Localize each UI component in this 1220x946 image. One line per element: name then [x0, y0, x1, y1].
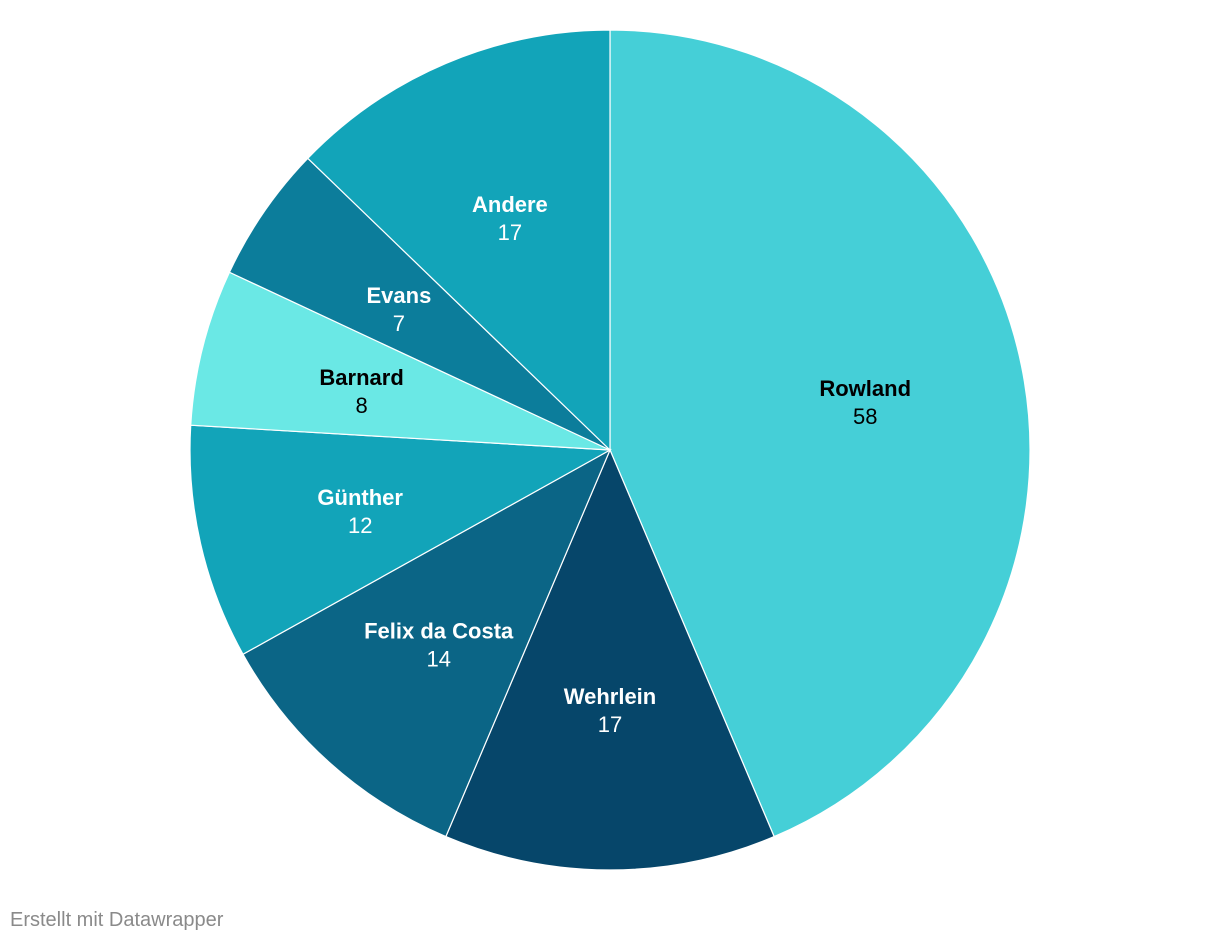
slice-value-andere: 17 — [498, 220, 522, 245]
slice-value-barnard: 8 — [355, 393, 367, 418]
slice-label-gunther: Günther — [317, 485, 403, 510]
slice-value-felix-da-costa: 14 — [426, 647, 450, 672]
slice-label-evans: Evans — [366, 283, 431, 308]
slice-label-felix-da-costa: Felix da Costa — [364, 619, 514, 644]
pie-labels: Rowland 58 Wehrlein 17 Felix da Costa 14 Günth… — [317, 192, 911, 737]
slice-value-wehrlein: 17 — [598, 712, 622, 737]
pie-slice-gunther — [189, 424, 613, 656]
pie-slice-andere — [306, 29, 611, 452]
pie-slice-barnard — [190, 271, 611, 451]
footer-credit: Erstellt mit Datawrapper — [10, 909, 224, 931]
pie-slice-wehrlein — [445, 448, 775, 871]
pie-slice-felix-da-costa — [242, 448, 612, 838]
slice-label-wehrlein: Wehrlein — [564, 684, 657, 709]
pie-chart: Rowland 58 Wehrlein 17 Felix da Costa 14 Günth… — [189, 29, 1031, 871]
slice-label-andere: Andere — [472, 192, 548, 217]
slice-label-rowland: Rowland — [819, 376, 911, 401]
pie-slices — [189, 29, 1031, 871]
pie-slice-evans — [228, 157, 611, 451]
pie-slice-rowland — [609, 29, 1031, 838]
slice-label-barnard: Barnard — [319, 365, 403, 390]
slice-value-evans: 7 — [393, 311, 405, 336]
slice-value-gunther: 12 — [348, 513, 372, 538]
slice-value-rowland: 58 — [853, 404, 877, 429]
